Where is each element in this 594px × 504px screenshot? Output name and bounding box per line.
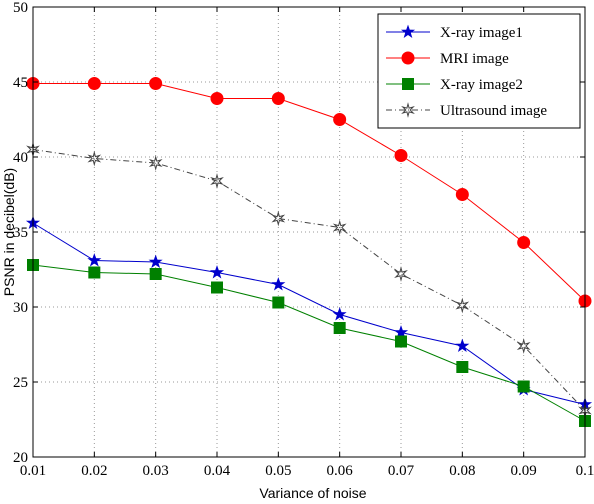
legend-item: Ultrasound image: [386, 102, 547, 119]
data-point: [209, 265, 225, 279]
x-tick-label: 0.01: [20, 463, 46, 479]
data-point: [455, 188, 469, 201]
data-point: [271, 92, 285, 105]
data-point: [148, 155, 163, 171]
data-point: [517, 380, 530, 393]
data-point: [394, 266, 408, 282]
y-tick-label: 35: [13, 225, 28, 241]
data-point: [88, 266, 101, 279]
legend-label: Ultrasound image: [440, 103, 547, 119]
y-tick-label: 30: [13, 300, 28, 316]
y-tick-label: 20: [13, 450, 28, 466]
x-tick-label: 0.02: [81, 463, 107, 479]
data-point: [148, 254, 163, 269]
x-tick-label: 0.08: [449, 463, 475, 479]
data-point: [456, 361, 469, 373]
series-line: [32, 222, 586, 405]
legend-label: X-ray image1: [440, 25, 523, 41]
series-line: [32, 264, 586, 422]
data-point: [516, 338, 531, 354]
data-point: [271, 210, 286, 227]
data-point: [149, 77, 163, 90]
x-axis-label: Variance of noise: [259, 485, 366, 501]
data-point: [272, 296, 285, 309]
y-tick-label: 40: [13, 150, 28, 166]
data-point: [87, 150, 102, 167]
data-point: [271, 277, 286, 291]
data-point: [393, 325, 409, 339]
data-point: [211, 281, 223, 294]
data-point: [333, 322, 346, 334]
y-tick-label: 25: [13, 375, 28, 391]
data-point: [395, 335, 407, 348]
data-point: [455, 338, 470, 353]
series-line: [33, 83, 586, 302]
data-point: [332, 307, 347, 321]
data-point: [517, 236, 531, 249]
x-tick-label: 0.09: [511, 463, 537, 479]
legend-label: X-ray image2: [440, 77, 523, 93]
x-tick-label: 0.06: [327, 463, 354, 479]
x-tick-label: 0.05: [265, 463, 291, 479]
data-point: [455, 297, 470, 314]
x-tick-label: 0.04: [204, 463, 231, 479]
y-axis-label: PSNR in decibel(dB): [1, 168, 17, 296]
legend-marker: [401, 51, 415, 65]
series-line: [32, 149, 586, 411]
legend-marker: [400, 24, 416, 39]
legend-item: MRI image: [386, 51, 509, 67]
legend: X-ray image1 MRI image X-ray image2 Ultraso…: [377, 13, 581, 129]
data-point: [332, 219, 347, 236]
data-point: [394, 149, 408, 162]
data-point: [87, 77, 101, 90]
legend-label: MRI image: [440, 51, 509, 67]
x-tick-label: 0.1: [576, 463, 594, 479]
data-point: [333, 113, 347, 126]
data-point: [87, 253, 102, 267]
legend-marker: [401, 102, 415, 118]
y-tick-label: 50: [13, 0, 28, 16]
legend-item: X-ray image1: [386, 24, 523, 41]
series-group: [25, 77, 593, 427]
data-point: [149, 268, 162, 280]
x-tick-label: 0.07: [388, 463, 415, 479]
y-tick-label: 45: [13, 75, 28, 91]
legend-item: X-ray image2: [386, 77, 523, 93]
series-ultrasound-image: [26, 141, 592, 419]
data-point: [210, 92, 224, 105]
axis-ticks: 0.01 0.02 0.03 0.04 0.05 0.06 0.07 0.08 0.09 0.1 2…: [13, 0, 594, 479]
data-point: [210, 173, 224, 189]
legend-marker: [402, 78, 414, 90]
x-tick-label: 0.03: [143, 463, 169, 479]
